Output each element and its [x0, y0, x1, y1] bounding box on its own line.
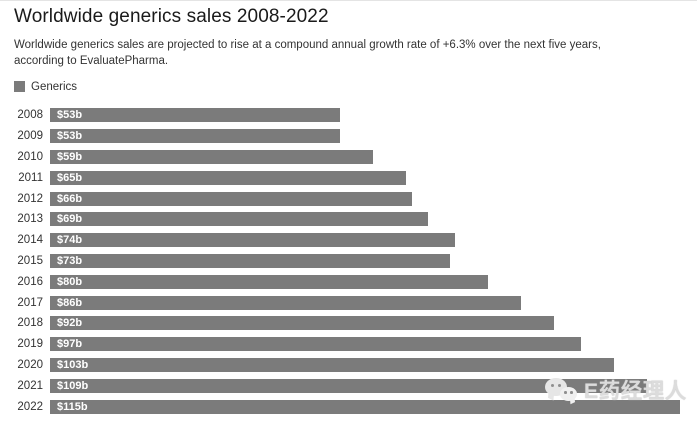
- legend-swatch-icon: [14, 81, 25, 93]
- bar: $103b: [50, 357, 615, 372]
- bar-value-label: $66b: [57, 192, 83, 205]
- year-label: 2018: [17, 317, 43, 330]
- bar: $53b: [50, 108, 341, 123]
- bar-value-label: $109b: [57, 379, 89, 392]
- bar: $73b: [50, 253, 450, 268]
- bar: $86b: [50, 295, 522, 310]
- bar-track: $59b: [50, 149, 680, 164]
- bar-value-label: $73b: [57, 254, 83, 267]
- bar: $92b: [50, 316, 554, 331]
- bar-value-label: $86b: [57, 296, 83, 309]
- bar-track: $53b: [50, 108, 680, 123]
- bar-value-label: $92b: [57, 317, 83, 330]
- bar-row: 2011 $65b: [0, 167, 697, 188]
- bar-track: $65b: [50, 170, 680, 185]
- bar-track: $92b: [50, 316, 680, 331]
- year-label: 2017: [17, 296, 43, 309]
- bar-value-label: $80b: [57, 275, 83, 288]
- year-label: 2021: [17, 379, 43, 392]
- bar-row: 2020 $103b: [0, 355, 697, 376]
- chart-subtitle: Worldwide generics sales are projected t…: [14, 39, 601, 68]
- bar-value-label: $59b: [57, 150, 83, 163]
- year-label: 2013: [17, 213, 43, 226]
- bar: $109b: [50, 378, 648, 393]
- year-label: 2011: [18, 171, 43, 184]
- bar-value-label: $53b: [57, 130, 83, 143]
- bar-row: 2010 $59b: [0, 147, 697, 168]
- year-label: 2019: [17, 338, 43, 351]
- bar-row: 2021 $109b: [0, 375, 697, 396]
- year-label: 2009: [17, 130, 43, 143]
- year-label: 2014: [17, 234, 43, 247]
- year-label: 2010: [17, 150, 43, 163]
- bar-row: 2017 $86b: [0, 292, 697, 313]
- chart-header: Worldwide generics sales 2008-2022 World…: [0, 1, 697, 70]
- bar: $97b: [50, 337, 582, 352]
- year-label: 2012: [17, 192, 43, 205]
- bar: $66b: [50, 191, 412, 206]
- chart-title: Worldwide generics sales 2008-2022: [14, 6, 329, 27]
- bar: $59b: [50, 149, 374, 164]
- bar-track: $103b: [50, 357, 680, 372]
- year-label: 2015: [17, 254, 43, 267]
- bar-value-label: $97b: [57, 338, 83, 351]
- bar-track: $115b: [50, 399, 680, 414]
- bar-track: $86b: [50, 295, 680, 310]
- bar-value-label: $69b: [57, 213, 83, 226]
- bar-row: 2019 $97b: [0, 334, 697, 355]
- year-label: 2022: [17, 400, 43, 413]
- year-label: 2020: [17, 358, 43, 371]
- bar-row: 2022 $115b: [0, 396, 697, 417]
- bar-track: $53b: [50, 129, 680, 144]
- bar: $80b: [50, 274, 489, 289]
- bar-row: 2014 $74b: [0, 230, 697, 251]
- bar-value-label: $103b: [57, 358, 89, 371]
- year-label: 2016: [17, 275, 43, 288]
- bar: $53b: [50, 129, 341, 144]
- bar: $69b: [50, 212, 428, 227]
- legend-label: Generics: [31, 80, 78, 93]
- bar: $74b: [50, 233, 456, 248]
- bar-row: 2009 $53b: [0, 126, 697, 147]
- bar-track: $73b: [50, 253, 680, 268]
- bar-row: 2008 $53b: [0, 105, 697, 126]
- bar-track: $69b: [50, 212, 680, 227]
- bar-value-label: $115b: [57, 400, 88, 413]
- bar-row: 2012 $66b: [0, 188, 697, 209]
- bar-row: 2013 $69b: [0, 209, 697, 230]
- bar-track: $97b: [50, 337, 680, 352]
- bar-row: 2016 $80b: [0, 271, 697, 292]
- bar-value-label: $53b: [57, 109, 83, 122]
- year-label: 2008: [17, 109, 43, 122]
- bar: $115b: [50, 399, 680, 414]
- bar-value-label: $74b: [57, 234, 83, 247]
- bar-track: $80b: [50, 274, 680, 289]
- bar-value-label: $65b: [57, 171, 83, 184]
- bar-row: 2015 $73b: [0, 251, 697, 272]
- bar-track: $74b: [50, 233, 680, 248]
- bar-row: 2018 $92b: [0, 313, 697, 334]
- legend: Generics: [14, 81, 697, 93]
- bar-chart: 2008 $53b 2009 $53b 2010 $59b 2011 $65b 2012 $66b…: [0, 105, 697, 417]
- bar-track: $109b: [50, 378, 680, 393]
- bar-track: $66b: [50, 191, 680, 206]
- bar: $65b: [50, 170, 407, 185]
